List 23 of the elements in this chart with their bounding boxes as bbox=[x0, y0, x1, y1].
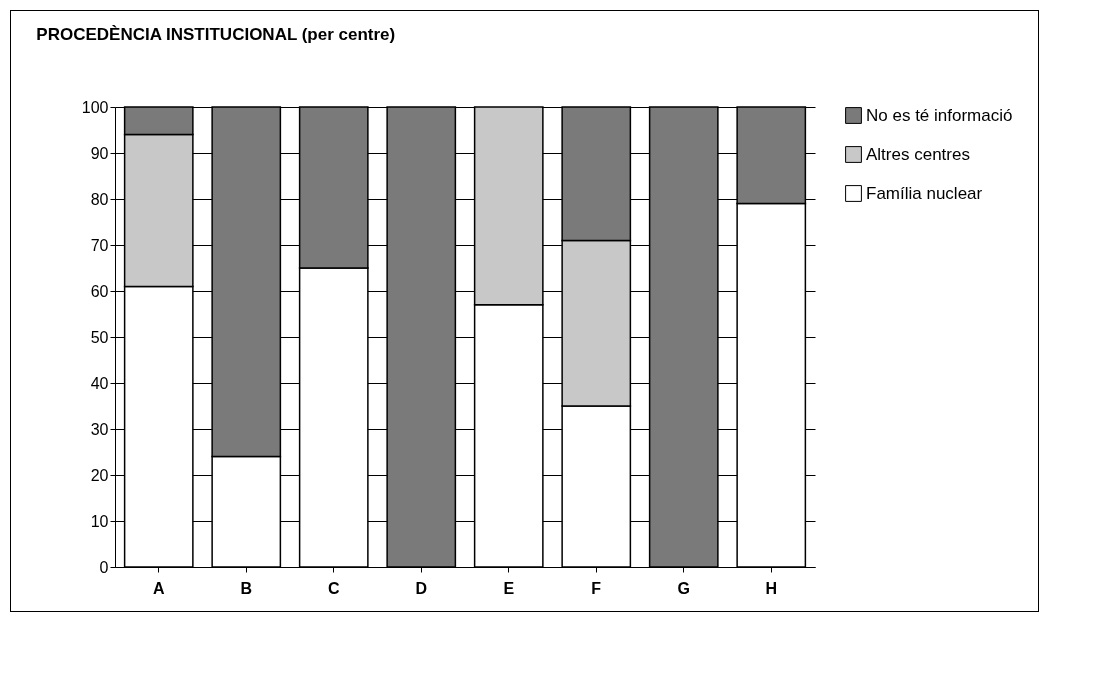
y-tick-label: 90 bbox=[90, 144, 109, 162]
y-tick-label: 80 bbox=[90, 190, 109, 208]
y-tick-label: 30 bbox=[90, 420, 109, 438]
legend-label: Família nuclear bbox=[866, 183, 983, 203]
x-tick-label: D bbox=[415, 579, 428, 597]
y-tick-label: 10 bbox=[90, 512, 109, 530]
x-tick-label: B bbox=[240, 579, 253, 597]
y-tick-label: 40 bbox=[90, 374, 109, 392]
y-tick-label: 0 bbox=[99, 558, 109, 576]
x-tick-label: C bbox=[327, 579, 340, 597]
legend-label: No es té informació bbox=[866, 105, 1013, 125]
y-tick-label: 70 bbox=[90, 236, 109, 254]
y-tick-label: 100 bbox=[81, 98, 109, 116]
y-tick-label: 20 bbox=[90, 466, 109, 484]
x-tick-label: F bbox=[591, 579, 602, 597]
x-tick-label: A bbox=[152, 579, 165, 597]
y-tick-label: 50 bbox=[90, 328, 109, 346]
chart-title: PROCEDÈNCIA INSTITUCIONAL (per centre) bbox=[36, 25, 396, 44]
x-tick-label: G bbox=[677, 579, 690, 597]
x-tick-label: H bbox=[765, 579, 778, 597]
legend-label: Altres centres bbox=[866, 144, 970, 164]
x-tick-label: E bbox=[503, 579, 515, 597]
y-tick-label: 60 bbox=[90, 282, 109, 300]
